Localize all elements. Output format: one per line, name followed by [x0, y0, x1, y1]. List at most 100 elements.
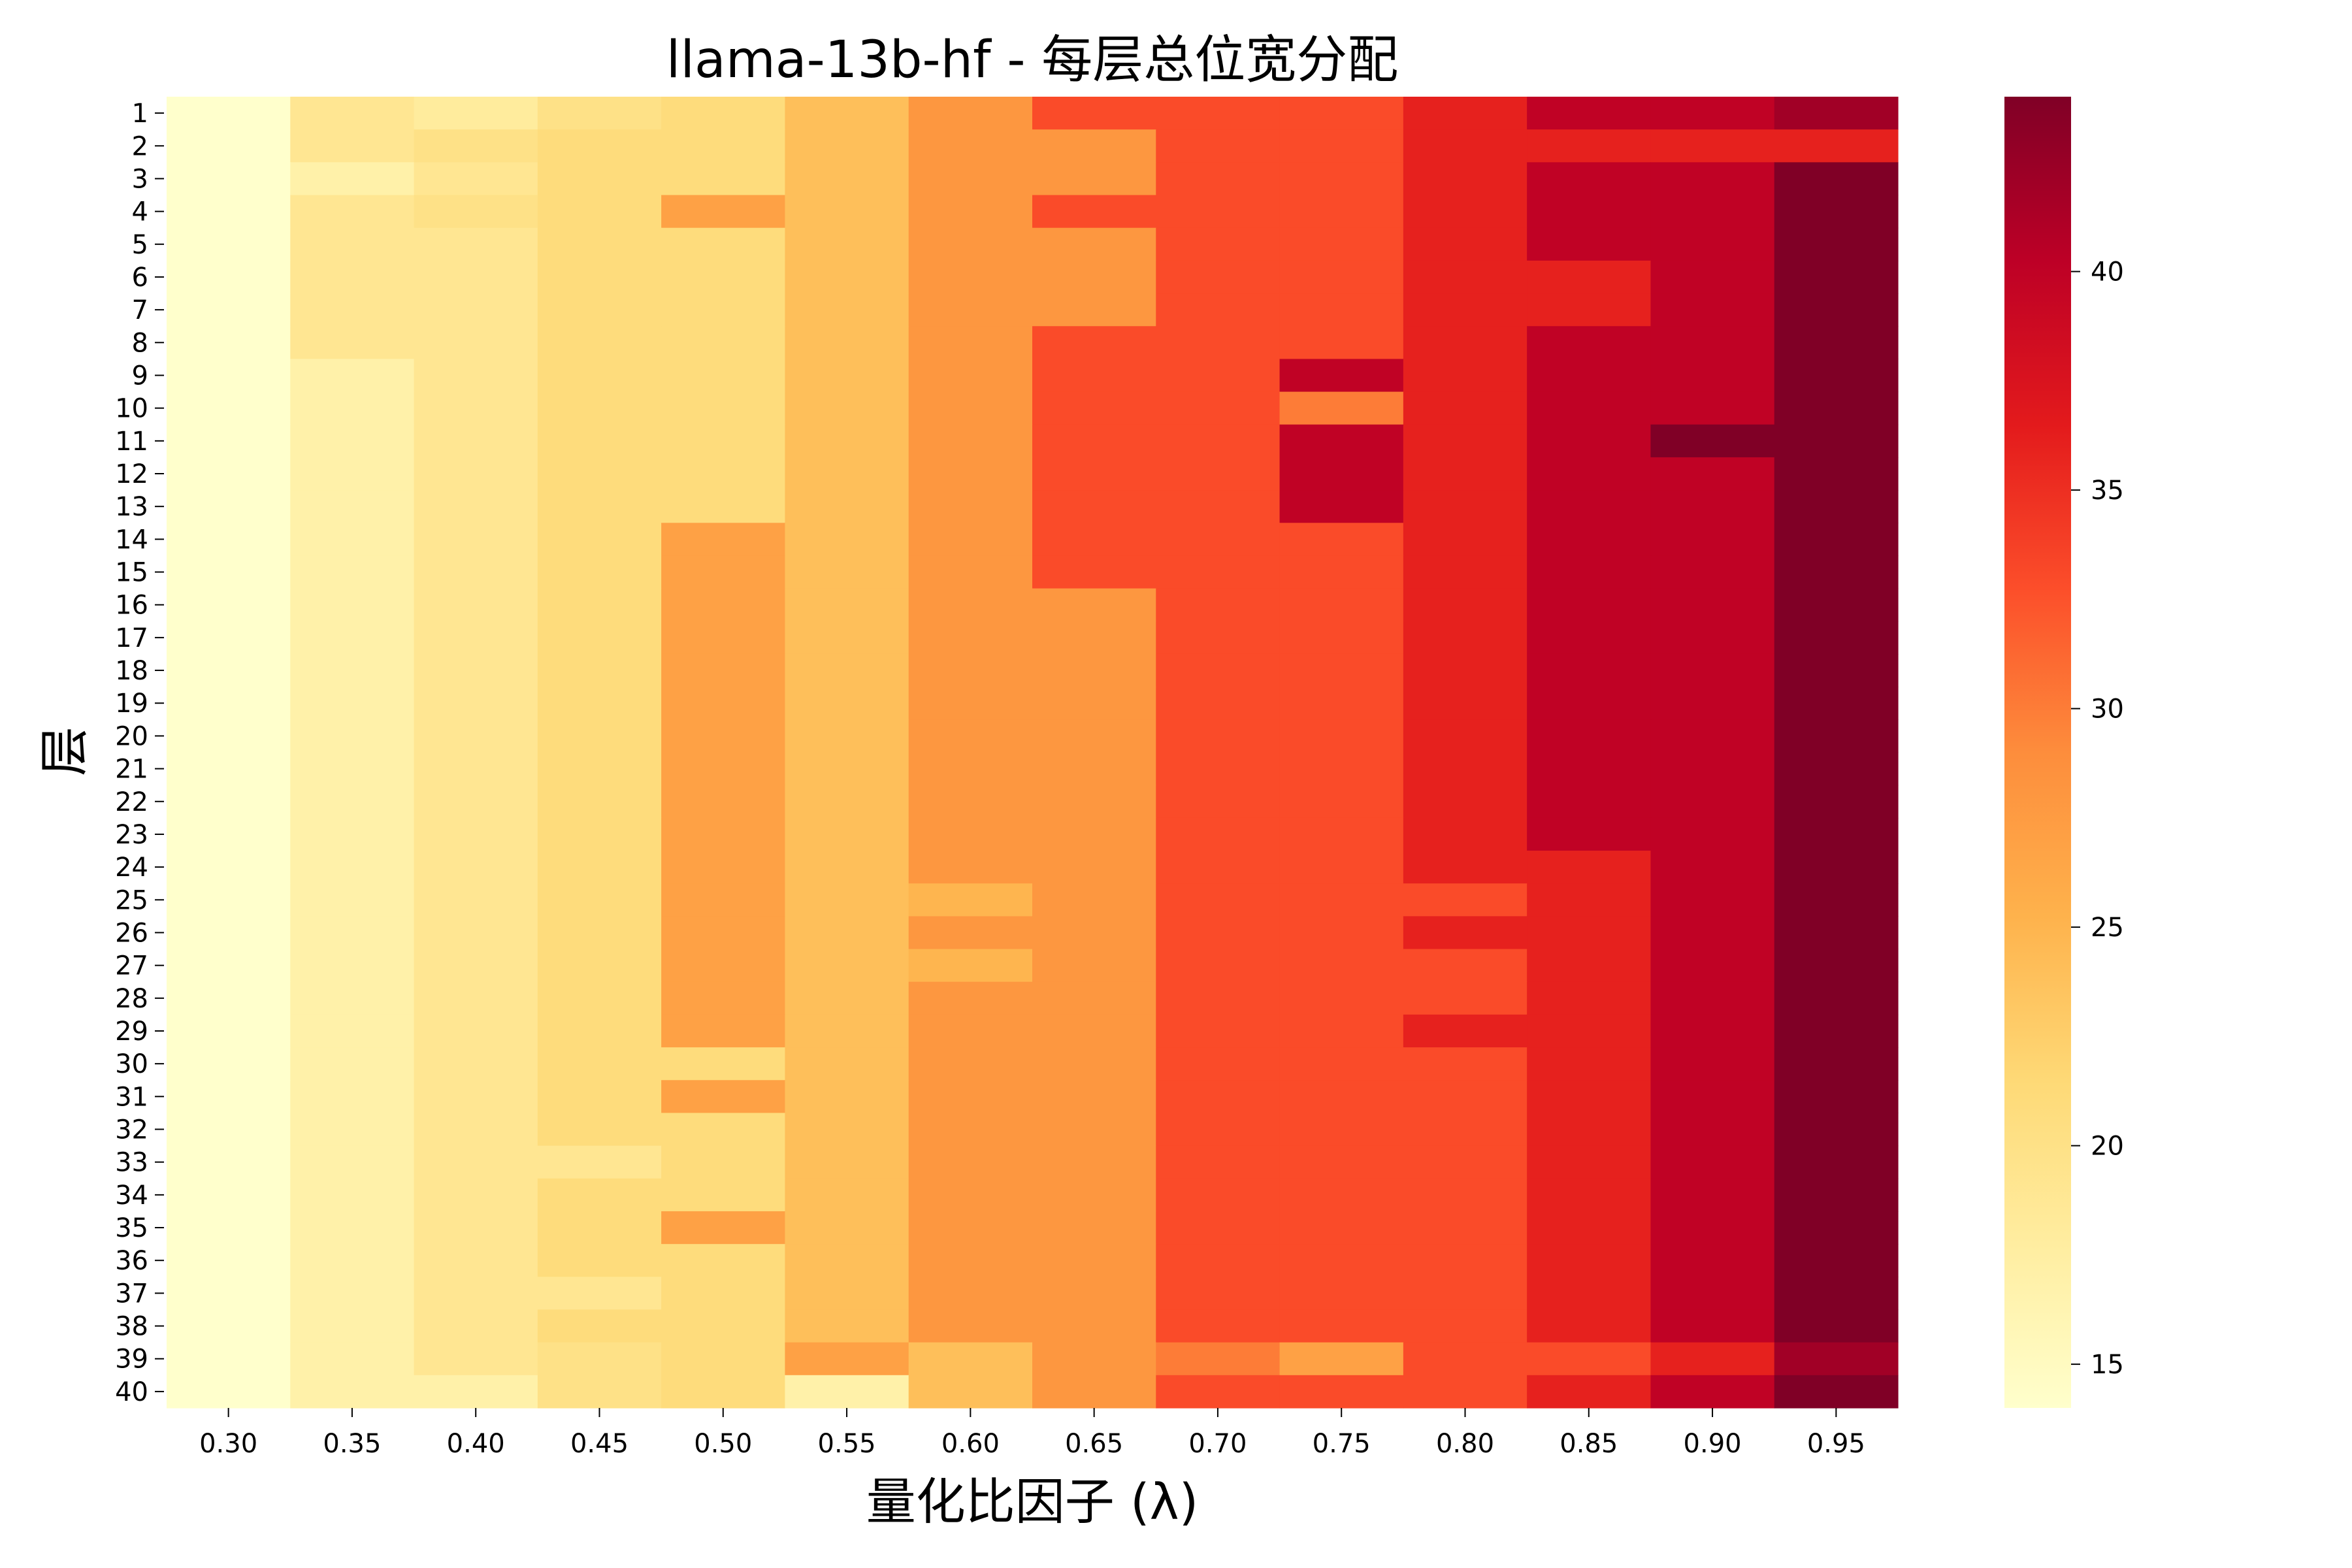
x-tick-label: 0.65	[1065, 1429, 1123, 1459]
heatmap-cell	[785, 195, 909, 229]
heatmap-cell	[414, 523, 538, 557]
heatmap-cell	[167, 293, 291, 327]
heatmap-cell	[1032, 1080, 1156, 1114]
heatmap-cell	[1403, 949, 1527, 983]
heatmap-cell	[290, 1080, 415, 1114]
heatmap-cell	[290, 129, 415, 163]
heatmap-cell	[414, 129, 538, 163]
heatmap-cell	[290, 1375, 415, 1409]
heatmap-cell	[1156, 752, 1281, 786]
heatmap-cell	[1403, 817, 1527, 851]
y-tick-label: 15	[115, 558, 148, 588]
heatmap-cell	[1527, 1080, 1652, 1114]
y-tick-label: 12	[115, 459, 148, 489]
heatmap-cell	[167, 817, 291, 851]
heatmap-cell	[1156, 555, 1281, 589]
heatmap-cell	[167, 195, 291, 229]
colorbar-tick-label: 35	[2091, 476, 2124, 506]
heatmap-cell	[414, 1244, 538, 1277]
heatmap-cell	[908, 260, 1033, 294]
heatmap-cell	[661, 1342, 786, 1376]
y-tick-label: 27	[115, 951, 148, 981]
heatmap-cell	[1774, 653, 1899, 687]
x-tick-label: 0.35	[323, 1429, 381, 1459]
x-tick-label: 0.40	[447, 1429, 505, 1459]
heatmap-cell	[1403, 1309, 1527, 1343]
heatmap-cell	[908, 752, 1033, 786]
heatmap-cell	[1774, 424, 1899, 458]
heatmap-cell	[414, 1178, 538, 1212]
heatmap-cell	[1650, 1080, 1775, 1114]
heatmap-cell	[785, 1080, 909, 1114]
heatmap-cell	[1774, 260, 1899, 294]
heatmap-cell	[1650, 97, 1775, 130]
heatmap-cell	[167, 1145, 291, 1179]
heatmap-cell	[290, 457, 415, 491]
heatmap-cell	[167, 752, 291, 786]
heatmap-cell	[1527, 97, 1652, 130]
heatmap-cell	[1527, 1277, 1652, 1311]
heatmap-cell	[1650, 490, 1775, 523]
heatmap-cell	[1032, 785, 1156, 819]
heatmap-cell	[1774, 1113, 1899, 1147]
heatmap-cell	[661, 1014, 786, 1048]
y-tick-label: 16	[115, 591, 148, 621]
heatmap-cell	[414, 687, 538, 720]
y-tick-label: 40	[115, 1377, 148, 1407]
heatmap-cell	[1650, 1375, 1775, 1409]
heatmap-cell	[1279, 1211, 1404, 1245]
heatmap-cell	[290, 817, 415, 851]
heatmap-cell	[414, 260, 538, 294]
heatmap-cell	[1527, 1309, 1652, 1343]
heatmap-cell	[1774, 1211, 1899, 1245]
heatmap-cell	[414, 227, 538, 261]
heatmap-cell	[1527, 195, 1652, 229]
heatmap-cell	[1650, 1244, 1775, 1277]
heatmap-cell	[661, 523, 786, 557]
heatmap-cell	[908, 1047, 1033, 1081]
heatmap-cell	[661, 752, 786, 786]
heatmap-cell	[785, 1211, 909, 1245]
heatmap-cell	[785, 1244, 909, 1277]
heatmap-cell	[167, 719, 291, 753]
heatmap-cell	[1774, 162, 1899, 196]
heatmap-cell	[1032, 1244, 1156, 1277]
heatmap-cell	[290, 1014, 415, 1048]
heatmap-cell	[537, 588, 662, 622]
heatmap-cell	[537, 1113, 662, 1147]
heatmap-cell	[167, 785, 291, 819]
heatmap-cell	[537, 817, 662, 851]
heatmap-cell	[908, 1375, 1033, 1409]
y-tick-label: 34	[115, 1181, 148, 1211]
heatmap-cell	[1279, 1244, 1404, 1277]
heatmap-cell	[290, 916, 415, 950]
heatmap-cell	[537, 719, 662, 753]
y-tick-label: 2	[132, 131, 148, 161]
heatmap-cell	[785, 1375, 909, 1409]
heatmap-cell	[908, 1014, 1033, 1048]
heatmap-cell	[1156, 851, 1281, 884]
heatmap-cell	[537, 162, 662, 196]
heatmap-cell	[1156, 1047, 1281, 1081]
heatmap-cell	[1156, 785, 1281, 819]
heatmap-cell	[290, 1342, 415, 1376]
heatmap-cell	[785, 588, 909, 622]
heatmap-cell	[1403, 391, 1527, 425]
heatmap-cell	[1156, 1309, 1281, 1343]
heatmap-cell	[908, 1277, 1033, 1311]
heatmap-cell	[167, 1211, 291, 1245]
heatmap-cell	[1156, 719, 1281, 753]
heatmap-cell	[1279, 1145, 1404, 1179]
y-tick-label: 25	[115, 885, 148, 915]
heatmap-cell	[414, 785, 538, 819]
heatmap-cell	[537, 359, 662, 393]
heatmap-cell	[661, 719, 786, 753]
heatmap-cell	[785, 1014, 909, 1048]
heatmap-cell	[290, 1047, 415, 1081]
heatmap-cell	[661, 227, 786, 261]
heatmap-cell	[908, 359, 1033, 393]
heatmap-cell	[1774, 1080, 1899, 1114]
heatmap-cell	[1279, 195, 1404, 229]
x-tick-label: 0.80	[1436, 1429, 1494, 1459]
heatmap-cell	[1527, 1342, 1652, 1376]
